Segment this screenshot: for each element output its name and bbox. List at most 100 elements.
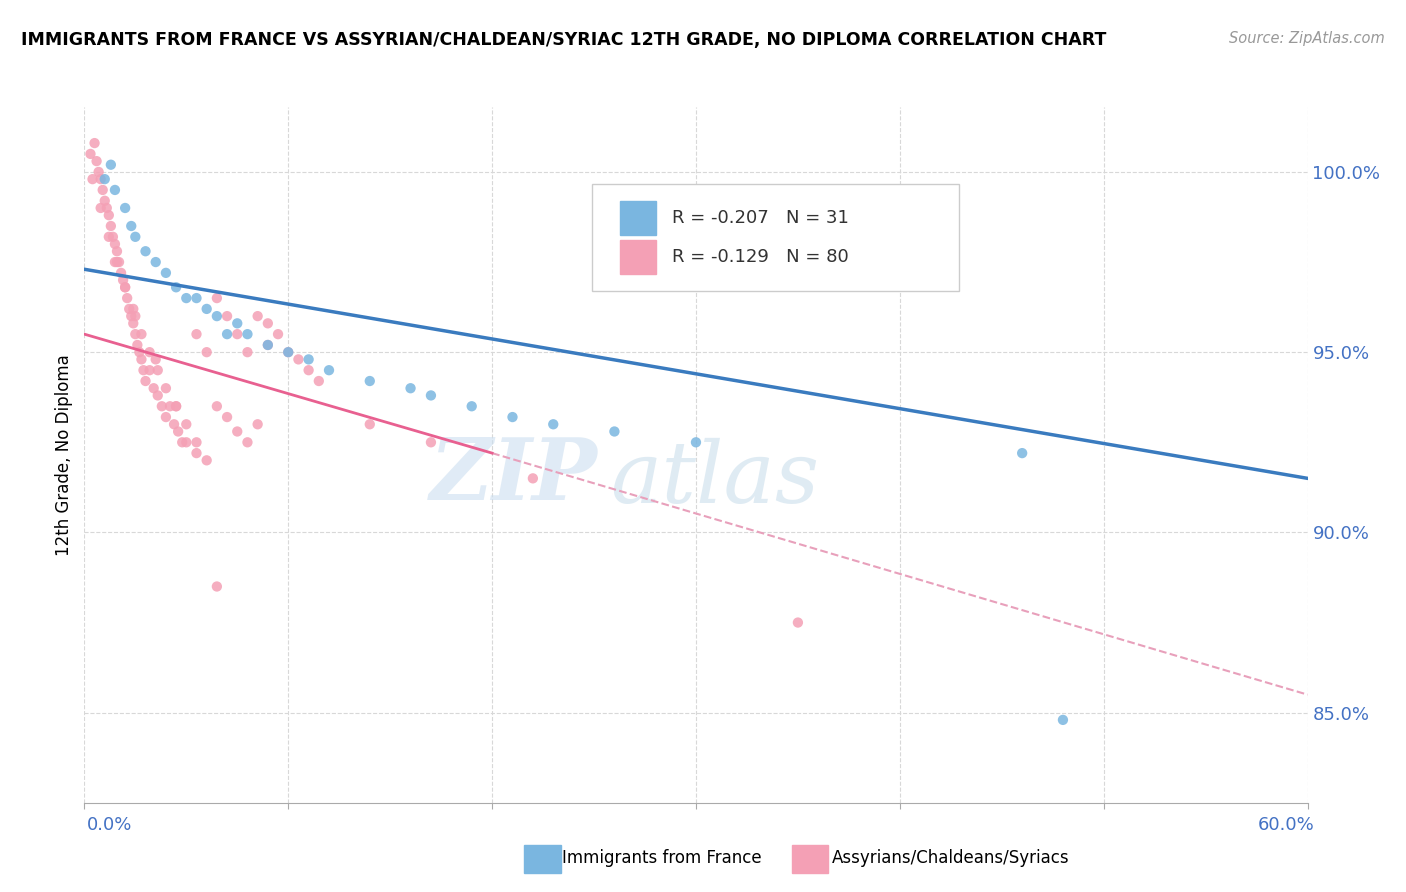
Point xyxy=(217,410,239,425)
Point xyxy=(105,244,128,259)
Point xyxy=(298,352,321,367)
Point xyxy=(522,471,544,485)
Point xyxy=(186,327,208,342)
Point xyxy=(1052,713,1074,727)
Point xyxy=(167,425,190,439)
Point xyxy=(685,435,707,450)
Point xyxy=(122,316,145,330)
Point xyxy=(543,417,565,432)
Point xyxy=(257,316,280,330)
Point xyxy=(127,338,149,352)
Point xyxy=(787,615,810,630)
Point xyxy=(236,345,259,359)
Point xyxy=(114,201,136,215)
FancyBboxPatch shape xyxy=(592,184,959,292)
Point xyxy=(186,291,208,305)
Point xyxy=(93,172,115,186)
Point xyxy=(87,165,110,179)
Point xyxy=(195,345,218,359)
Point xyxy=(155,266,177,280)
Point xyxy=(359,417,381,432)
Point xyxy=(138,363,160,377)
Point xyxy=(105,255,128,269)
FancyBboxPatch shape xyxy=(620,202,655,235)
Point xyxy=(246,309,269,323)
Point xyxy=(205,580,228,594)
Point xyxy=(1011,446,1033,460)
Point xyxy=(122,301,145,316)
Point xyxy=(131,327,153,342)
Text: 0.0%: 0.0% xyxy=(87,816,132,834)
Point xyxy=(174,435,197,450)
Point xyxy=(100,219,122,233)
Y-axis label: 12th Grade, No Diploma: 12th Grade, No Diploma xyxy=(55,354,73,556)
Point xyxy=(287,352,309,367)
Point xyxy=(246,417,269,432)
Point xyxy=(236,327,259,342)
Point xyxy=(298,363,321,377)
Point xyxy=(205,291,228,305)
Text: Assyrians/Chaldeans/Syriacs: Assyrians/Chaldeans/Syriacs xyxy=(832,849,1070,867)
Point xyxy=(97,208,120,222)
Point xyxy=(257,338,280,352)
Text: IMMIGRANTS FROM FRANCE VS ASSYRIAN/CHALDEAN/SYRIAC 12TH GRADE, NO DIPLOMA CORREL: IMMIGRANTS FROM FRANCE VS ASSYRIAN/CHALD… xyxy=(21,31,1107,49)
Point xyxy=(318,363,340,377)
Point xyxy=(108,255,131,269)
Point xyxy=(420,388,443,402)
Point xyxy=(110,266,132,280)
Point xyxy=(124,327,146,342)
Point xyxy=(115,291,138,305)
Text: Source: ZipAtlas.com: Source: ZipAtlas.com xyxy=(1229,31,1385,46)
Point xyxy=(91,183,114,197)
Point xyxy=(145,255,167,269)
Point xyxy=(257,338,280,352)
Point xyxy=(124,309,146,323)
Point xyxy=(186,446,208,460)
Point xyxy=(145,352,167,367)
Point xyxy=(399,381,422,395)
Text: Immigrants from France: Immigrants from France xyxy=(562,849,762,867)
Point xyxy=(132,363,155,377)
Point xyxy=(420,435,443,450)
Point xyxy=(96,201,118,215)
Point xyxy=(308,374,330,388)
Text: R = -0.129   N = 80: R = -0.129 N = 80 xyxy=(672,248,848,266)
Point xyxy=(155,410,177,425)
Point xyxy=(501,410,523,425)
Point xyxy=(226,425,249,439)
Text: atlas: atlas xyxy=(610,438,820,521)
Point xyxy=(138,345,160,359)
Point xyxy=(163,417,186,432)
Text: 60.0%: 60.0% xyxy=(1258,816,1315,834)
Point xyxy=(226,316,249,330)
FancyBboxPatch shape xyxy=(620,240,655,274)
Point xyxy=(205,399,228,413)
Point xyxy=(277,345,299,359)
Point xyxy=(236,435,259,450)
Point xyxy=(165,399,187,413)
Point xyxy=(142,381,165,395)
Point xyxy=(118,301,141,316)
Point xyxy=(86,154,108,169)
Point xyxy=(120,219,142,233)
Point xyxy=(100,158,122,172)
Point xyxy=(82,172,104,186)
Point xyxy=(217,327,239,342)
Point xyxy=(128,345,150,359)
Point xyxy=(186,435,208,450)
Point xyxy=(104,255,127,269)
Point xyxy=(79,147,101,161)
Point xyxy=(97,229,120,244)
Point xyxy=(112,273,135,287)
Point xyxy=(114,280,136,294)
Point xyxy=(90,201,112,215)
Point xyxy=(172,435,194,450)
Text: ZIP: ZIP xyxy=(430,434,598,517)
Point xyxy=(159,399,181,413)
Point xyxy=(135,374,157,388)
Point xyxy=(93,194,115,208)
Point xyxy=(195,453,218,467)
Point xyxy=(124,229,146,244)
Point xyxy=(603,425,626,439)
Point xyxy=(120,309,142,323)
